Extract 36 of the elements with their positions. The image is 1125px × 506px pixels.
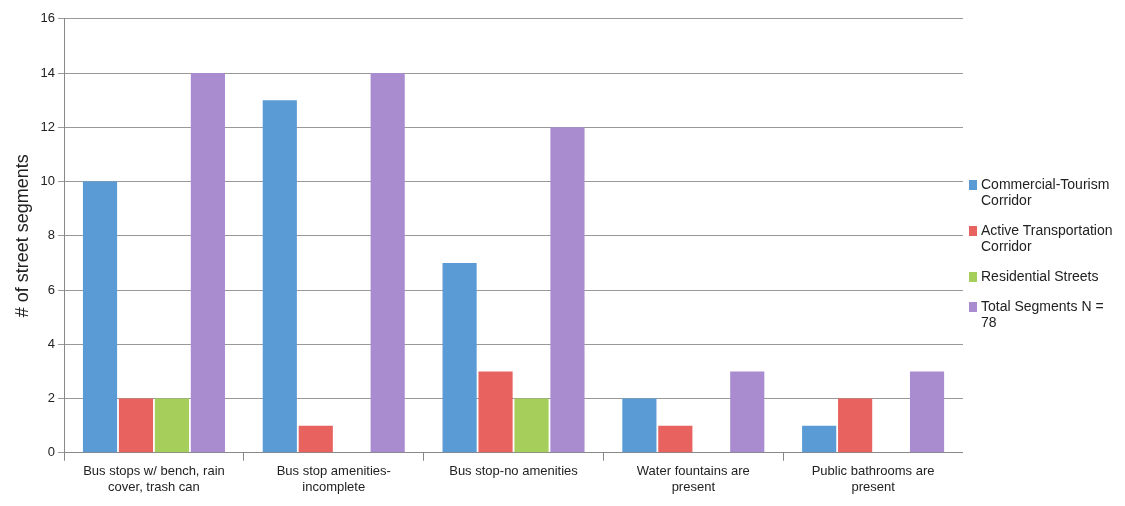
x-tick-label: Public bathrooms are present <box>811 463 935 494</box>
bar <box>514 398 549 453</box>
bar <box>118 398 154 453</box>
x-tick-label: Bus stops w/ bench, rain cover, trash can <box>83 463 225 494</box>
bar <box>262 100 297 453</box>
bar <box>82 181 118 453</box>
y-tick-label: 8 <box>47 227 56 243</box>
bar <box>298 425 333 453</box>
bar <box>622 398 657 453</box>
bar <box>802 425 837 453</box>
y-tick-label: 4 <box>47 335 56 351</box>
bar <box>730 371 765 453</box>
y-tick-label: 6 <box>47 281 56 297</box>
bar <box>478 371 513 453</box>
bar <box>190 73 225 453</box>
y-tick-label: 14 <box>40 64 56 80</box>
x-tick-label: Bus stop amenities- incomplete <box>276 463 391 494</box>
legend-label: Total Segments N = 78 <box>981 298 1105 330</box>
bar <box>909 371 945 453</box>
y-tick-label: 2 <box>47 390 56 406</box>
bar <box>370 73 405 453</box>
bar <box>658 425 693 453</box>
x-tick-label: Bus stop-no amenities <box>449 463 579 479</box>
bar <box>838 398 873 453</box>
bar <box>154 398 190 453</box>
x-tick-label: Water fountains are present <box>636 463 750 494</box>
bar <box>550 127 585 453</box>
legend-label: Commercial-Tourism Corridor <box>981 176 1111 208</box>
bar <box>442 262 477 453</box>
y-tick-label: 12 <box>40 118 56 134</box>
legend-label: Residential Streets <box>981 268 1099 284</box>
y-tick-label: 16 <box>40 10 56 26</box>
legend-label: Active Transportation Corridor <box>981 222 1114 254</box>
y-axis-title: # of street segments <box>11 154 32 318</box>
y-tick-label: 0 <box>47 444 56 460</box>
y-tick-label: 10 <box>40 173 56 189</box>
